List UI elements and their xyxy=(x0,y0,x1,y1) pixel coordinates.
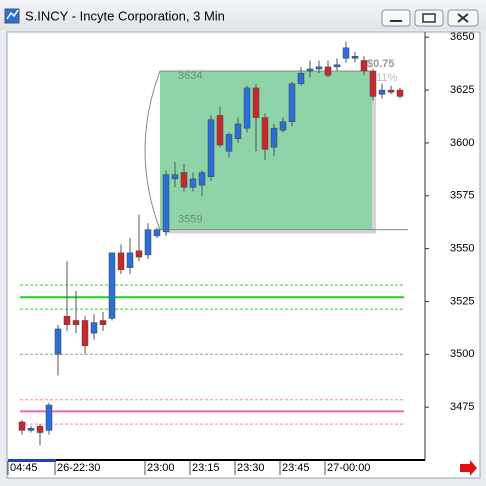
candle-body xyxy=(18,421,26,431)
candle-body xyxy=(27,428,35,431)
candle-body xyxy=(351,56,359,59)
x-tick-label: 23:45 xyxy=(282,462,310,474)
candle-body xyxy=(252,87,260,118)
candle-body xyxy=(360,60,368,72)
candle-body xyxy=(315,66,323,70)
x-tick-label: 27-00:00 xyxy=(327,462,370,474)
candle-body xyxy=(171,174,179,180)
candle-body xyxy=(135,250,143,258)
y-tick-label: 3650 xyxy=(450,31,474,43)
candle-body xyxy=(378,89,386,95)
range-box xyxy=(160,71,372,230)
x-tick-label: 23:30 xyxy=(237,462,265,474)
box-change: $0.75 xyxy=(367,58,395,70)
candle-body xyxy=(180,172,188,188)
candle-body xyxy=(306,68,314,72)
y-tick-label: 3575 xyxy=(450,190,474,202)
y-tick-label: 3600 xyxy=(450,137,474,149)
candle-body xyxy=(144,229,152,256)
candle-body xyxy=(324,66,332,76)
candle-body xyxy=(198,172,206,186)
y-tick-label: 3550 xyxy=(450,243,474,255)
candle-body xyxy=(387,89,395,93)
x-tick-label: 23:15 xyxy=(192,462,220,474)
candle-body xyxy=(99,320,107,325)
y-tick-label: 3625 xyxy=(450,84,474,96)
window-buttons[interactable] xyxy=(381,9,479,27)
candle-body xyxy=(342,47,350,59)
candle-body xyxy=(108,252,116,319)
candle-body xyxy=(90,322,98,334)
x-axis-marker xyxy=(8,459,56,462)
x-tick-label: 23:00 xyxy=(147,462,175,474)
candle-body xyxy=(189,178,197,188)
candle-body xyxy=(81,320,89,347)
candle-body xyxy=(261,117,269,150)
candle-body xyxy=(72,320,80,325)
candle-body xyxy=(270,127,278,148)
candle-body xyxy=(162,174,170,232)
y-tick-label: 3525 xyxy=(450,295,474,307)
candle-body xyxy=(333,64,341,68)
y-tick-label: 3500 xyxy=(450,348,474,360)
y-tick-label: 3475 xyxy=(450,401,474,413)
candle-body xyxy=(234,123,242,139)
candle-body xyxy=(216,115,224,146)
candle-body xyxy=(288,83,296,123)
candle-body xyxy=(126,252,134,268)
scroll-arrow[interactable] xyxy=(460,460,477,476)
candle-body xyxy=(297,72,305,84)
candle-body xyxy=(54,328,62,355)
candle-body xyxy=(396,89,404,97)
x-tick-label: 04:45 xyxy=(10,462,38,474)
candle-body xyxy=(63,316,71,325)
candle-body xyxy=(153,229,161,237)
candle-body xyxy=(243,87,251,129)
window-title: S.INCY - Incyte Corporation, 3 Min xyxy=(25,8,225,23)
candle-body xyxy=(36,425,44,433)
candle-body xyxy=(45,404,53,431)
box-high-label: 3634 xyxy=(178,70,202,82)
candle-body xyxy=(225,134,233,152)
x-tick-label: 26-22:30 xyxy=(57,462,100,474)
box-bracket xyxy=(144,70,161,230)
candle-body xyxy=(279,121,287,131)
candle-body xyxy=(117,252,125,271)
candle-body xyxy=(207,119,215,177)
candle-body xyxy=(369,70,377,97)
box-low-label: 3559 xyxy=(178,213,202,225)
